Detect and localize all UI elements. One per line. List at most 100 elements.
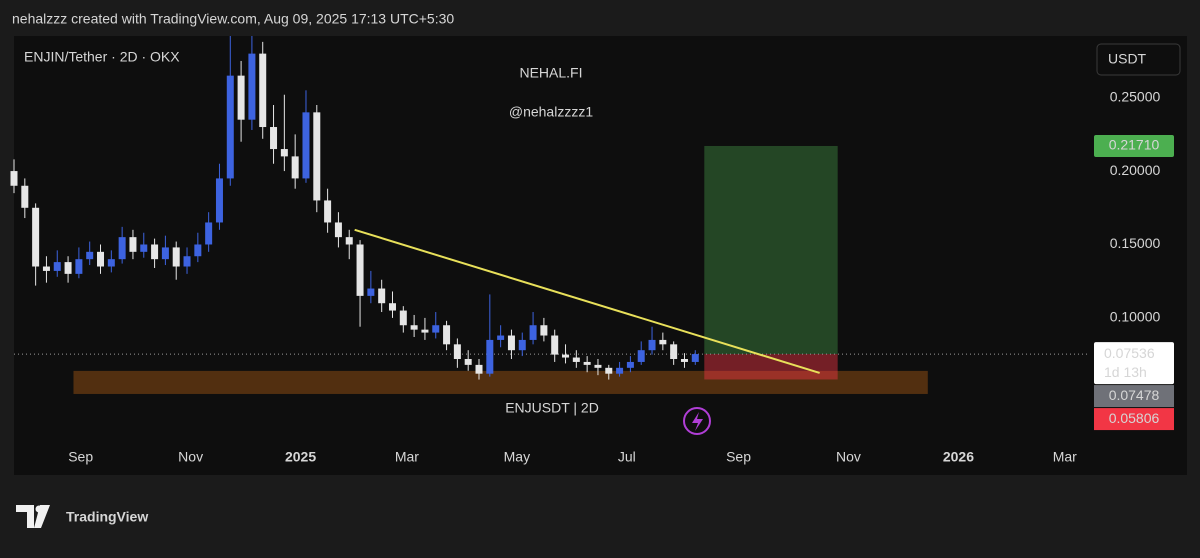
candle-body [21,185,29,208]
candle-body [97,251,105,267]
target-zone [704,145,838,355]
candle-body [194,244,202,257]
candle-body [670,344,678,360]
watermark-handle: @nehalzzzz1 [509,104,593,120]
last-close-box [1094,385,1174,408]
candle-body [237,75,245,120]
x-tick-label: 2026 [943,449,974,465]
candle-body [183,256,191,267]
candle-body [432,325,440,333]
x-tick-label: Nov [178,449,203,465]
candle-body [270,127,278,150]
candle-body [32,207,40,267]
candle-body [648,339,656,351]
candle-body [486,339,494,374]
logo-dot [35,505,43,513]
alert-icon-bolt [692,412,703,431]
symbol-label: ENJIN/Tether · 2D · OKX [24,49,180,65]
stop-price-box [1094,408,1174,431]
candle-body [388,303,396,311]
candle-body [86,251,94,260]
x-tick-label: 2025 [285,449,316,465]
candle-body [562,354,570,358]
candle-body [280,149,288,157]
candle-body [324,200,332,223]
candle-body [291,156,299,179]
candle-body [161,247,169,260]
candle-body [616,367,624,374]
candle-body [410,325,418,330]
candle-body [334,222,342,238]
header: nehalzzz created with TradingView.com, A… [12,11,454,27]
candle-body [118,237,126,260]
candle-body [507,335,515,351]
candle-body [53,262,61,271]
candle-body [248,53,256,120]
y-tick-label: 0.25000 [1110,88,1161,104]
chart-panel [14,36,1187,475]
candle-body [205,222,213,245]
stop-price-label: 0.05806 [1109,410,1160,426]
last-close-label: 0.07478 [1109,387,1160,403]
currency-button[interactable] [1096,43,1181,76]
candle-body [637,350,645,362]
candle-body [345,237,353,245]
candle-body [464,359,472,365]
x-tick-label: May [504,449,530,465]
candle-body [75,259,83,274]
x-tick-label: Sep [726,449,751,465]
watermark: NEHAL.FI [519,65,582,81]
candle-body [10,171,18,186]
candle-body [378,288,386,304]
candle-body [594,364,602,368]
candle-body [129,237,137,252]
candle-body [151,244,159,260]
candle-body [302,112,310,179]
currency: USDT [1108,51,1147,67]
candle-body [518,339,526,351]
x-tick-label: Sep [68,449,93,465]
y-tick-label: 0.10000 [1110,309,1161,325]
candle-body [551,335,559,355]
candle-body [42,266,50,271]
candle-body [356,244,364,296]
candle-body [259,53,267,128]
logo: TradingView [66,509,148,525]
candle-body [443,325,451,345]
candle-body [680,359,688,362]
candle-body [399,310,407,326]
candle-body [64,262,72,274]
plot: 0.25000 0.20000 0.15000 0.10000 Sep Nov 2025 Ma… [10,36,1174,475]
x-tick-label: Jul [618,449,636,465]
x-tick-label: Mar [395,449,419,465]
candle-body [572,357,580,362]
candle-body [107,259,115,267]
y-tick-label: 0.20000 [1110,162,1161,178]
candle-body [226,75,234,179]
candle-body [367,288,375,296]
candle-body [583,361,591,365]
candle-body [626,361,634,368]
candle-body [172,247,180,267]
candle-body [313,112,321,201]
x-tick-label: Mar [1053,449,1077,465]
symbol-watermark: ENJUSDT | 2D [505,400,599,416]
candle-body [659,339,667,345]
entry-price-box [1094,342,1174,385]
candle-body [691,354,699,362]
candle-body [529,325,537,340]
entry-price-label: 0.07536 [1104,345,1155,361]
target-price-label: 0.21710 [1109,137,1160,153]
candle-body [605,367,613,374]
candle-body [215,178,223,223]
candle-body [421,329,429,333]
candle-body [140,244,148,252]
alert-icon[interactable] [683,407,711,435]
trendline [354,228,820,374]
countdown-label: 1d 13h [1104,364,1147,380]
support-zone [73,370,928,394]
x-tick-label: Nov [836,449,861,465]
candle-body [497,335,505,340]
